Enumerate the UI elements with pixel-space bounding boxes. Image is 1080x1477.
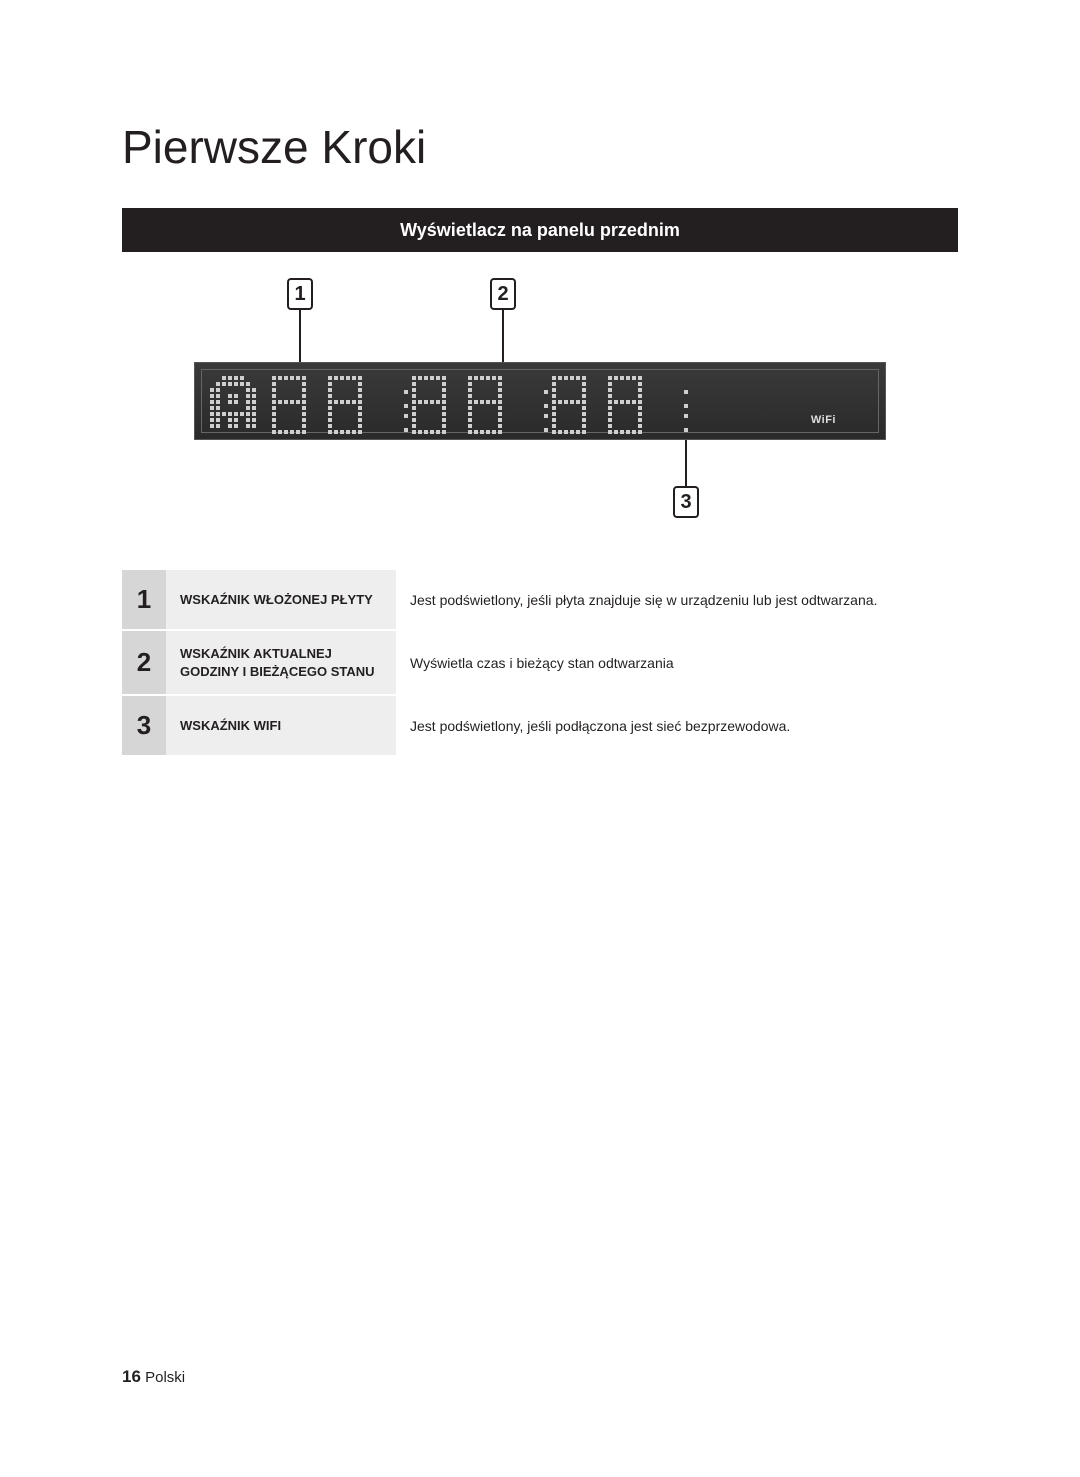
colon-2 (544, 390, 548, 408)
section-banner: Wyświetlacz na panelu przednim (122, 208, 958, 252)
wifi-indicator-label: WiFi (811, 414, 836, 426)
callout-3-box: 3 (673, 486, 699, 518)
colon-2b (544, 414, 548, 432)
row-3-desc: Jest podświetlony, jeśli podłączona jest… (396, 695, 958, 756)
colon-3b (684, 414, 688, 432)
callout-1-number: 1 (294, 283, 305, 306)
table-row: 2 WSKAŹNIK AKTUALNEJ GODZINY I BIEŻĄCEGO… (122, 630, 958, 695)
indicators-table: 1 WSKAŹNIK WŁOŻONEJ PŁYTY Jest podświetl… (122, 570, 958, 757)
page-number: 16 (122, 1367, 141, 1386)
disc-indicator-dots (210, 376, 256, 434)
row-3-name: WSKAŹNIK WIFI (166, 695, 396, 756)
row-2-name: WSKAŹNIK AKTUALNEJ GODZINY I BIEŻĄCEGO S… (166, 630, 396, 695)
display-panel: WiFi (194, 362, 886, 440)
row-2-desc: Wyświetla czas i bieżący stan odtwarzani… (396, 630, 958, 695)
colon-1 (404, 390, 408, 408)
table-row: 1 WSKAŹNIK WŁOŻONEJ PŁYTY Jest podświetl… (122, 570, 958, 630)
callout-2-number: 2 (497, 283, 508, 306)
page-title: Pierwsze Kroki (122, 120, 958, 174)
row-1-number: 1 (122, 570, 166, 630)
callout-2-line (502, 310, 504, 366)
row-1-name: WSKAŹNIK WŁOŻONEJ PŁYTY (166, 570, 396, 630)
display-panel-inner: WiFi (201, 369, 879, 433)
row-2-number: 2 (122, 630, 166, 695)
time-status-dots (266, 376, 648, 434)
front-panel-diagram: 1 2 3 (122, 270, 958, 550)
callout-1-line (299, 310, 301, 366)
callout-2-box: 2 (490, 278, 516, 310)
colon-1b (404, 414, 408, 432)
callout-3-line (685, 440, 687, 486)
callout-1-box: 1 (287, 278, 313, 310)
page-footer: 16 Polski (122, 1367, 185, 1387)
colon-3 (684, 390, 688, 408)
row-3-number: 3 (122, 695, 166, 756)
page-language: Polski (145, 1369, 185, 1386)
manual-page: Pierwsze Kroki Wyświetlacz na panelu prz… (0, 0, 1080, 1477)
table-row: 3 WSKAŹNIK WIFI Jest podświetlony, jeśli… (122, 695, 958, 756)
callout-3-number: 3 (680, 491, 691, 514)
row-1-desc: Jest podświetlony, jeśli płyta znajduje … (396, 570, 958, 630)
